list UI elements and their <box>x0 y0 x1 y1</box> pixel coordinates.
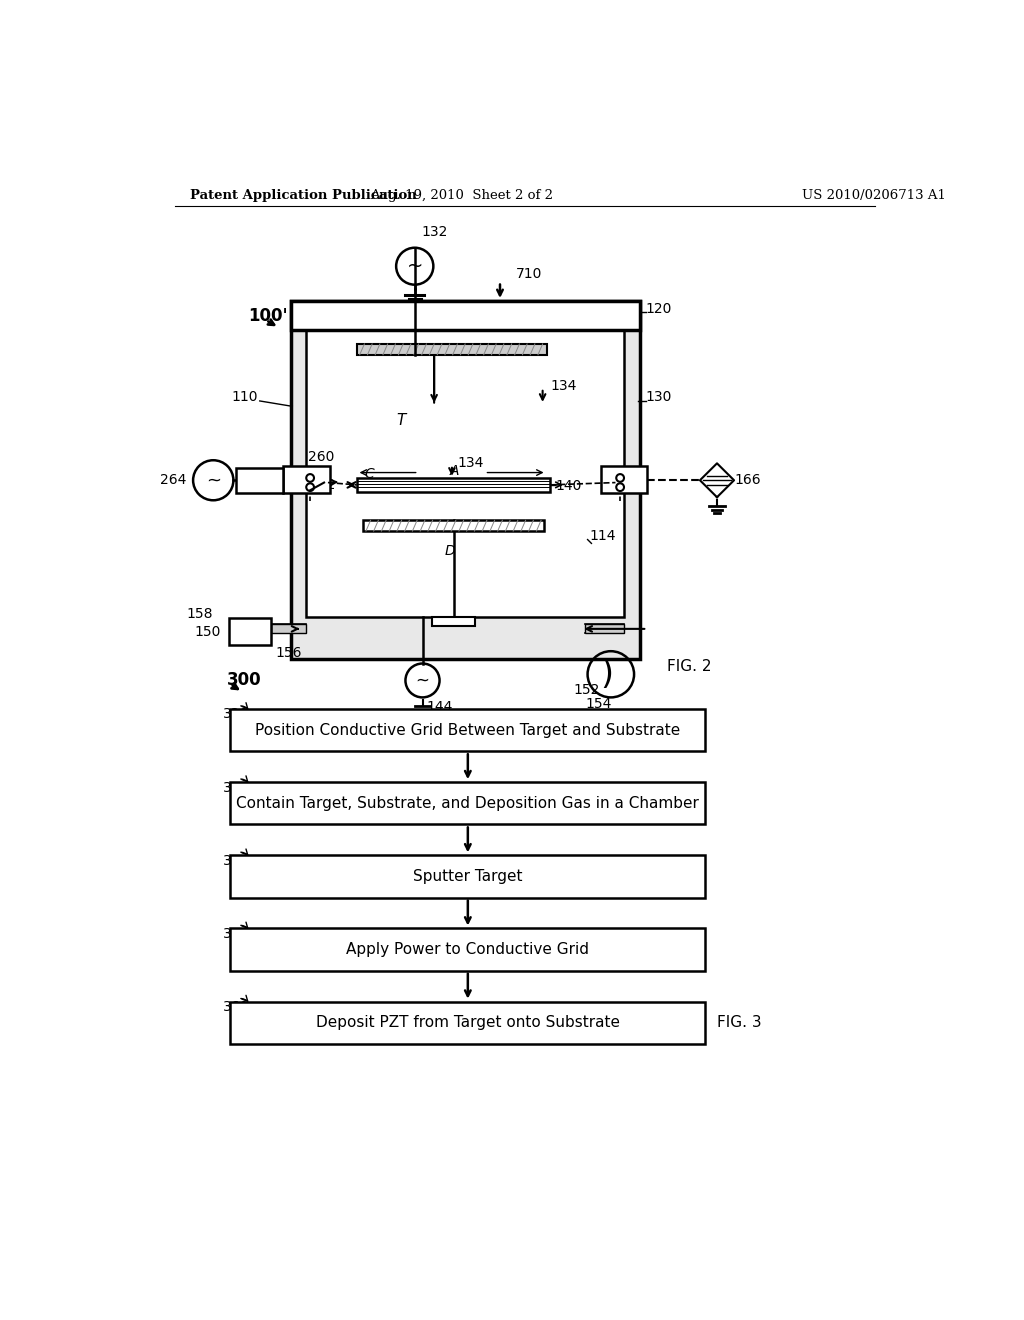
Bar <box>356 478 550 492</box>
Bar <box>356 345 547 355</box>
Text: 360: 360 <box>223 1001 250 1014</box>
Bar <box>230 855 706 898</box>
Text: 260: 260 <box>308 450 334 465</box>
Bar <box>291 616 640 659</box>
Bar <box>230 709 706 751</box>
Text: 158: 158 <box>186 607 213 622</box>
Bar <box>291 301 640 330</box>
Text: 132: 132 <box>421 224 447 239</box>
Bar <box>362 520 544 531</box>
Text: Apply Power to Conductive Grid: Apply Power to Conductive Grid <box>346 942 590 957</box>
Text: Patent Application Publication: Patent Application Publication <box>190 189 417 202</box>
Text: Position Conductive Grid Between Target and Substrate: Position Conductive Grid Between Target … <box>255 722 681 738</box>
Text: C: C <box>365 467 374 480</box>
Text: ~: ~ <box>407 256 423 276</box>
Text: 130: 130 <box>646 391 672 404</box>
Text: 330: 330 <box>223 780 250 795</box>
Text: FIG. 3: FIG. 3 <box>717 1015 762 1030</box>
Bar <box>236 469 283 492</box>
Text: 150: 150 <box>195 624 221 639</box>
Bar <box>601 466 647 494</box>
Bar <box>283 466 330 494</box>
Text: 320: 320 <box>223 708 250 722</box>
Text: 120: 120 <box>646 301 672 315</box>
Text: 140: 140 <box>555 479 582 492</box>
Bar <box>432 616 475 626</box>
Text: 350: 350 <box>223 927 250 941</box>
Bar <box>230 1002 706 1044</box>
Text: 156: 156 <box>275 645 302 660</box>
Text: 144: 144 <box>426 701 453 714</box>
Text: 100': 100' <box>248 308 288 325</box>
Text: ~: ~ <box>206 471 221 490</box>
Text: 110: 110 <box>231 391 258 404</box>
Text: ~: ~ <box>416 672 429 689</box>
Bar <box>291 330 306 616</box>
Text: 264: 264 <box>160 474 186 487</box>
Text: 710: 710 <box>515 267 542 281</box>
Bar <box>291 301 640 659</box>
Text: US 2010/0206713 A1: US 2010/0206713 A1 <box>802 189 946 202</box>
Text: Contain Target, Substrate, and Deposition Gas in a Chamber: Contain Target, Substrate, and Depositio… <box>237 796 699 810</box>
Text: 134: 134 <box>458 455 483 470</box>
Text: 166: 166 <box>735 474 762 487</box>
Bar <box>230 781 706 825</box>
Text: 340: 340 <box>223 854 250 867</box>
Text: 114: 114 <box>589 529 615 543</box>
Bar <box>586 624 624 634</box>
Text: 152: 152 <box>573 682 600 697</box>
Text: 300: 300 <box>227 671 262 689</box>
Bar <box>230 928 706 970</box>
Bar <box>228 618 271 645</box>
Text: Aug. 19, 2010  Sheet 2 of 2: Aug. 19, 2010 Sheet 2 of 2 <box>370 189 553 202</box>
Text: D: D <box>444 544 455 558</box>
Bar <box>271 624 306 634</box>
Text: T: T <box>396 413 406 428</box>
Bar <box>306 330 624 616</box>
Text: ): ) <box>600 657 613 690</box>
Text: FIG. 2: FIG. 2 <box>667 659 711 675</box>
Text: 154: 154 <box>586 697 611 710</box>
Bar <box>624 330 640 616</box>
Text: 142: 142 <box>309 478 336 492</box>
Text: 134: 134 <box>550 379 577 392</box>
Text: A: A <box>450 465 459 478</box>
Text: Deposit PZT from Target onto Substrate: Deposit PZT from Target onto Substrate <box>315 1015 620 1030</box>
Text: Sputter Target: Sputter Target <box>413 869 522 884</box>
